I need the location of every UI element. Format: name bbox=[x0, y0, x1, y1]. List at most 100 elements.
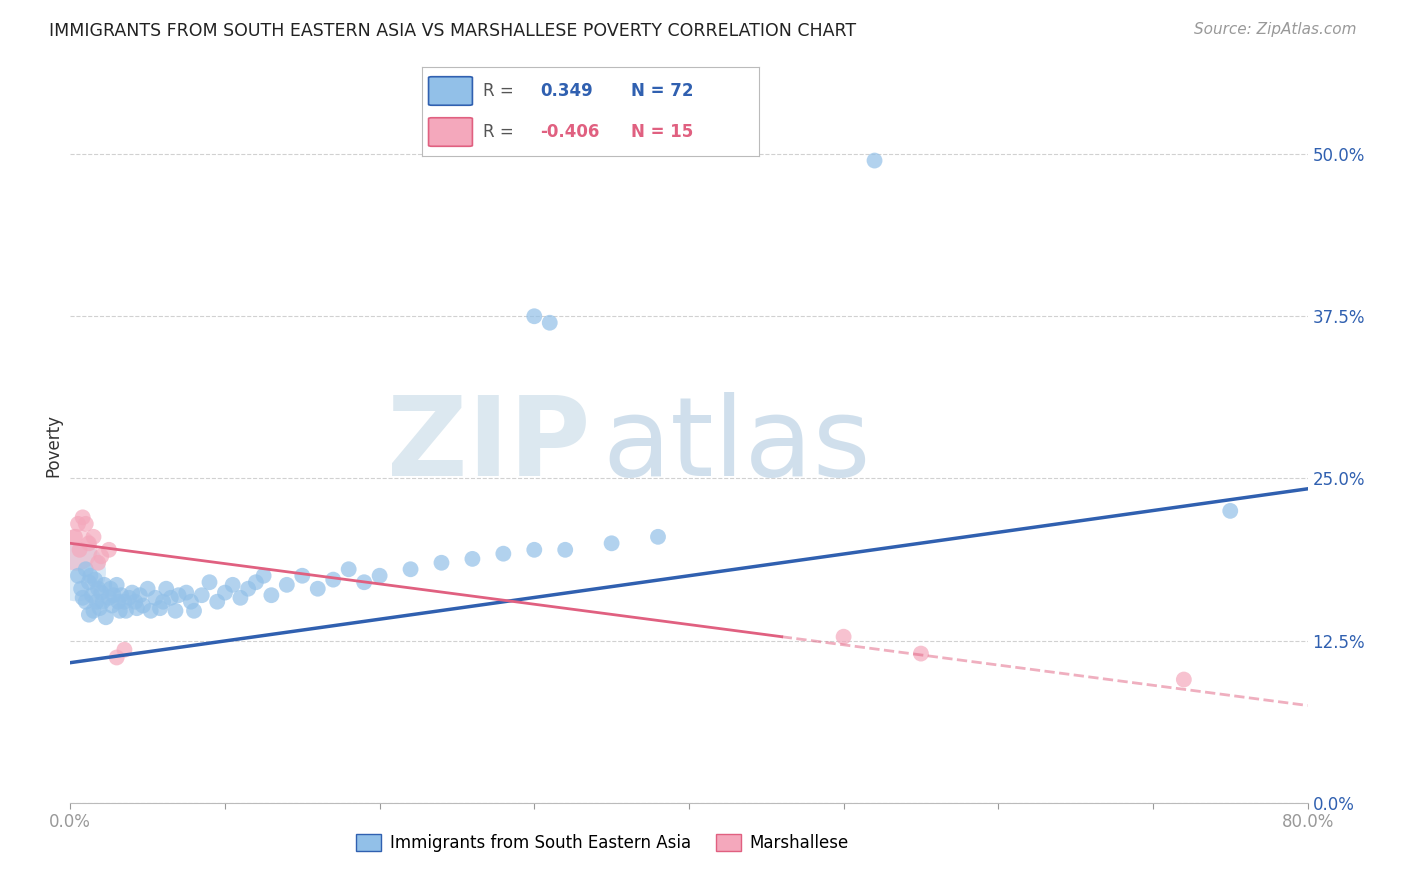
Point bbox=[832, 630, 855, 644]
Text: IMMIGRANTS FROM SOUTH EASTERN ASIA VS MARSHALLESE POVERTY CORRELATION CHART: IMMIGRANTS FROM SOUTH EASTERN ASIA VS MA… bbox=[49, 22, 856, 40]
Point bbox=[1173, 673, 1195, 687]
Point bbox=[253, 568, 276, 582]
Legend: Immigrants from South Eastern Asia, Marshallese: Immigrants from South Eastern Asia, Mars… bbox=[350, 827, 855, 859]
Point bbox=[86, 595, 108, 609]
Point bbox=[77, 536, 100, 550]
Point bbox=[198, 575, 221, 590]
Point bbox=[101, 599, 124, 613]
Point bbox=[430, 556, 453, 570]
Point bbox=[183, 604, 205, 618]
Point bbox=[132, 599, 155, 613]
Point bbox=[554, 542, 576, 557]
Point bbox=[600, 536, 623, 550]
Point bbox=[399, 562, 422, 576]
Point bbox=[118, 591, 141, 605]
Point bbox=[98, 591, 120, 605]
Point bbox=[63, 530, 86, 544]
Point bbox=[149, 601, 172, 615]
Point bbox=[93, 578, 115, 592]
Point bbox=[84, 573, 107, 587]
Point bbox=[174, 585, 197, 599]
Point bbox=[124, 595, 146, 609]
Point bbox=[110, 588, 132, 602]
Point bbox=[276, 578, 298, 592]
Point bbox=[105, 650, 128, 665]
Point bbox=[72, 510, 94, 524]
Point bbox=[75, 516, 97, 531]
Point bbox=[260, 588, 283, 602]
Point bbox=[75, 562, 97, 576]
Point bbox=[121, 585, 143, 599]
Point bbox=[82, 604, 105, 618]
Y-axis label: Poverty: Poverty bbox=[44, 415, 62, 477]
Point bbox=[114, 595, 135, 609]
Point bbox=[87, 582, 110, 596]
Point bbox=[245, 575, 267, 590]
Point bbox=[167, 588, 190, 602]
Point bbox=[98, 542, 120, 557]
Point bbox=[165, 604, 187, 618]
Point bbox=[461, 552, 484, 566]
Point bbox=[100, 582, 122, 596]
Point bbox=[523, 542, 546, 557]
Point bbox=[82, 530, 105, 544]
Point bbox=[523, 310, 546, 324]
Point bbox=[67, 516, 90, 531]
Text: atlas: atlas bbox=[602, 392, 870, 500]
Point bbox=[492, 547, 515, 561]
Point bbox=[70, 582, 93, 596]
Text: ZIP: ZIP bbox=[387, 392, 591, 500]
Text: Source: ZipAtlas.com: Source: ZipAtlas.com bbox=[1194, 22, 1357, 37]
Point bbox=[90, 549, 112, 564]
Text: 0.349: 0.349 bbox=[540, 82, 593, 100]
Point bbox=[152, 595, 174, 609]
Point bbox=[207, 595, 229, 609]
Point bbox=[91, 595, 114, 609]
Point bbox=[80, 588, 103, 602]
Point bbox=[90, 585, 112, 599]
Point bbox=[69, 542, 91, 557]
Point bbox=[222, 578, 245, 592]
Point bbox=[129, 588, 152, 602]
Text: R =: R = bbox=[482, 123, 513, 141]
Point bbox=[114, 642, 135, 657]
Point bbox=[145, 591, 166, 605]
Point bbox=[191, 588, 214, 602]
Point bbox=[1219, 504, 1241, 518]
Point bbox=[136, 582, 159, 596]
Point bbox=[65, 565, 87, 579]
Point bbox=[94, 610, 117, 624]
FancyBboxPatch shape bbox=[429, 77, 472, 105]
Point bbox=[125, 601, 148, 615]
Point bbox=[307, 582, 329, 596]
Point bbox=[910, 647, 932, 661]
Point bbox=[322, 573, 344, 587]
Text: R =: R = bbox=[482, 82, 513, 100]
Point bbox=[65, 542, 87, 557]
Text: N = 72: N = 72 bbox=[631, 82, 693, 100]
Point bbox=[214, 585, 236, 599]
Point bbox=[291, 568, 314, 582]
Point bbox=[105, 578, 128, 592]
Point bbox=[79, 568, 101, 582]
Point bbox=[337, 562, 360, 576]
Point bbox=[863, 153, 886, 168]
FancyBboxPatch shape bbox=[429, 118, 472, 146]
Point bbox=[160, 591, 183, 605]
Point bbox=[107, 595, 129, 609]
Point bbox=[368, 568, 391, 582]
Text: -0.406: -0.406 bbox=[540, 123, 599, 141]
Point bbox=[180, 595, 202, 609]
Point bbox=[238, 582, 260, 596]
Point bbox=[155, 582, 177, 596]
Point bbox=[139, 604, 162, 618]
Point bbox=[647, 530, 669, 544]
Point bbox=[108, 604, 131, 618]
Point bbox=[75, 595, 97, 609]
Point bbox=[538, 316, 561, 330]
Point bbox=[89, 601, 111, 615]
Point bbox=[77, 607, 100, 622]
Point bbox=[67, 568, 90, 582]
Point bbox=[353, 575, 375, 590]
Point bbox=[229, 591, 252, 605]
